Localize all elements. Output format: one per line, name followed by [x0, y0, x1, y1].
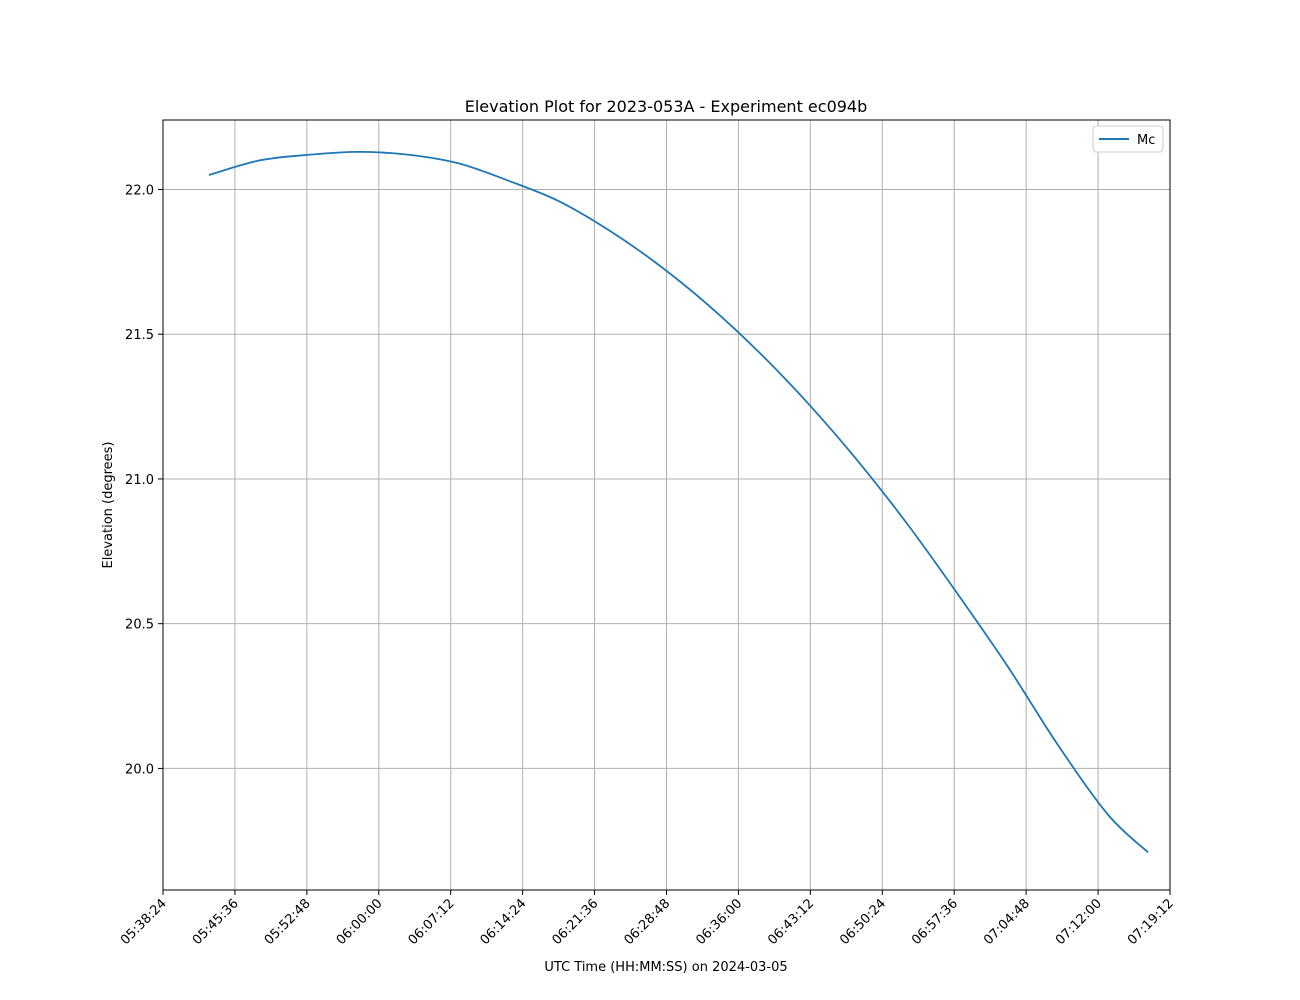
- chart-title: Elevation Plot for 2023-053A - Experimen…: [465, 97, 868, 116]
- y-tick-label: 20.0: [125, 762, 154, 777]
- series-line-mc: [208, 150, 1149, 854]
- x-tick-label: 05:52:48: [262, 896, 314, 948]
- x-tick-label: 06:50:24: [837, 896, 889, 948]
- x-tick-label: 06:28:48: [621, 896, 673, 948]
- y-tick-label: 22.0: [125, 183, 154, 198]
- x-tick-label: 06:21:36: [550, 896, 602, 948]
- y-axis-label: Elevation (degrees): [101, 442, 116, 569]
- legend: Mc: [1092, 125, 1164, 153]
- x-tick-label: 06:14:24: [478, 896, 530, 948]
- y-tick-label: 20.5: [125, 618, 154, 633]
- x-tick-label: 05:45:36: [190, 896, 242, 948]
- x-tick-label: 07:19:12: [1125, 896, 1177, 948]
- x-axis-label: UTC Time (HH:MM:SS) on 2024-03-05: [544, 960, 787, 975]
- x-tick-label: 06:43:12: [765, 896, 817, 948]
- legend-label-mc: Mc: [1137, 133, 1155, 148]
- y-tick-label: 21.5: [125, 328, 154, 343]
- x-tick-label: 06:07:12: [406, 896, 458, 948]
- x-tick-label: 06:57:36: [909, 896, 961, 948]
- x-tick-label: 06:00:00: [334, 896, 386, 948]
- x-axis-ticks: 05:38:24 05:45:36 05:52:48 06:00:00 06:07:12…: [118, 890, 1177, 948]
- x-tick-label: 06:36:00: [693, 896, 745, 948]
- x-tick-label: 07:04:48: [981, 896, 1033, 948]
- x-tick-label: 05:38:24: [118, 896, 170, 948]
- y-tick-label: 21.0: [125, 473, 154, 488]
- y-axis-ticks: 20.0 20.5 21.0 21.5 22.0: [125, 183, 163, 777]
- grid-lines: [162, 120, 1171, 890]
- x-tick-label: 07:12:00: [1053, 896, 1105, 948]
